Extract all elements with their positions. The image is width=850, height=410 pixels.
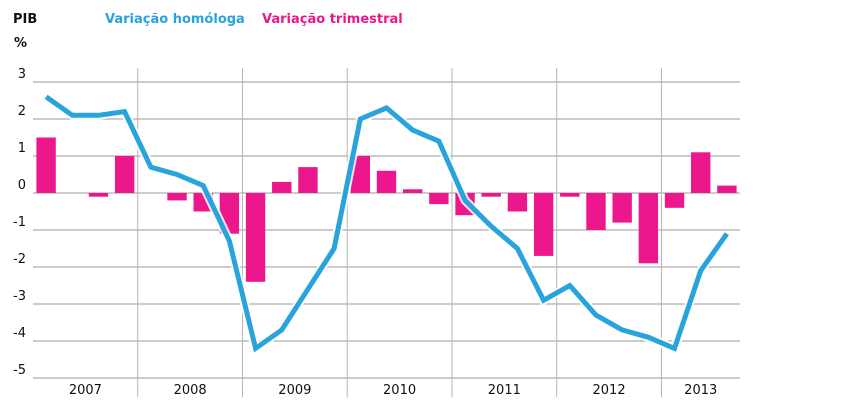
bar	[376, 170, 397, 193]
bar	[481, 193, 501, 197]
chart-legend: PIB Variação homóloga Variação trimestra…	[0, 12, 850, 32]
bar	[245, 193, 266, 282]
y-tick-label: 3	[18, 67, 26, 82]
bar	[560, 193, 580, 197]
bar	[272, 181, 292, 193]
bar	[717, 185, 737, 193]
bar	[533, 193, 554, 256]
y-tick-label: -1	[13, 215, 26, 230]
bar	[429, 193, 449, 205]
legend-homologous: Variação homóloga	[105, 12, 245, 27]
x-tick-label: 2012	[593, 383, 626, 398]
bar	[507, 193, 528, 212]
legend-quarterly: Variação trimestral	[262, 12, 403, 27]
y-tick-label: -3	[13, 289, 26, 304]
bar	[638, 193, 659, 264]
x-tick-label: 2007	[69, 383, 102, 398]
chart-title: PIB	[13, 12, 38, 27]
bar	[114, 156, 135, 193]
bar	[664, 193, 685, 208]
y-tick-label: -5	[13, 363, 26, 378]
y-tick-label: 1	[18, 141, 26, 156]
bar	[402, 189, 423, 193]
x-tick-label: 2009	[278, 383, 311, 398]
bar	[36, 137, 56, 193]
bar	[88, 193, 109, 197]
x-tick-label: 2010	[383, 383, 416, 398]
y-axis-unit: %	[14, 36, 28, 51]
y-tick-label: -2	[13, 252, 26, 267]
y-tick-label: 2	[18, 104, 26, 119]
x-tick-label: 2008	[174, 383, 207, 398]
bar	[691, 152, 711, 193]
y-tick-label: 0	[18, 178, 26, 193]
bar	[167, 193, 187, 201]
bar	[612, 193, 632, 223]
bar	[298, 167, 318, 193]
bar	[586, 193, 606, 230]
y-tick-label: -4	[13, 326, 26, 341]
x-tick-label: 2013	[684, 383, 717, 398]
x-tick-label: 2011	[488, 383, 521, 398]
